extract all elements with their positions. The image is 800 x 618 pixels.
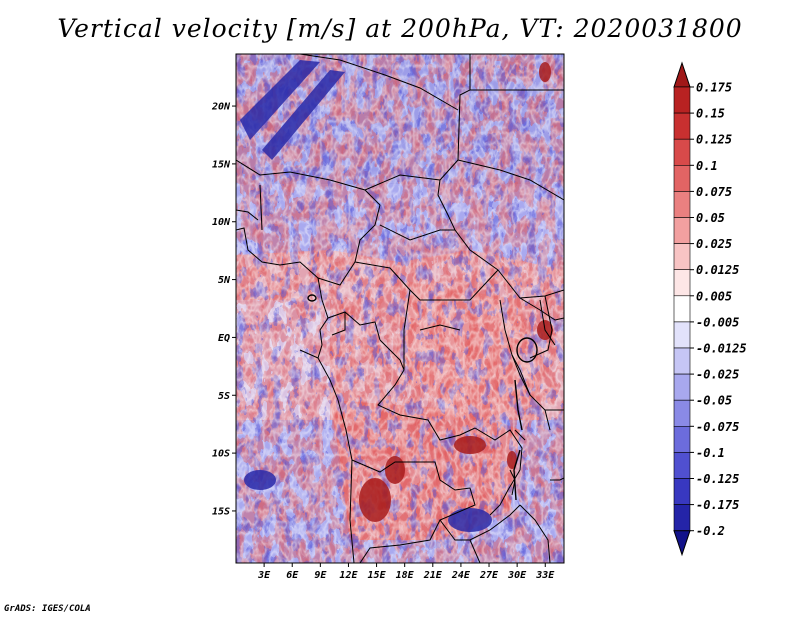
colorbar-swatch xyxy=(673,165,691,192)
colorbar-label: -0.125 xyxy=(696,472,739,486)
colorbar-label: -0.05 xyxy=(696,394,732,408)
lon-tick-label: 6E xyxy=(286,570,299,581)
colorbar-swatch xyxy=(673,243,691,271)
colorbar-swatch xyxy=(673,478,691,505)
grads-credit: GrADS: IGES/COLA xyxy=(4,604,91,614)
lon-tick-label: 9E xyxy=(314,570,327,581)
country-borders xyxy=(236,54,564,563)
colorbar-swatch xyxy=(673,269,691,297)
colorbar-swatch xyxy=(673,112,691,140)
colorbar-label: 0.05 xyxy=(696,211,725,225)
colorbar-label: -0.175 xyxy=(696,498,739,512)
colorbar-label: 0.125 xyxy=(696,133,732,147)
lon-tick-label: 15E xyxy=(368,570,387,581)
colorbar-label: 0.15 xyxy=(696,107,725,121)
colorbar-bottom-triangle xyxy=(673,530,691,557)
lat-tick-label: 5N xyxy=(218,275,231,286)
lon-tick-label: 33E xyxy=(535,570,555,581)
colorbar-swatch xyxy=(673,217,691,244)
colorbar-swatch xyxy=(673,295,691,323)
colorbar-label: -0.2 xyxy=(696,524,725,538)
colorbar-swatch xyxy=(673,347,691,375)
lon-tick-label: 24E xyxy=(451,570,471,581)
colorbar-swatch xyxy=(673,452,691,479)
lat-tick-label: 5S xyxy=(218,391,230,402)
colorbar-swatch xyxy=(673,373,691,401)
colorbar-label: -0.005 xyxy=(696,315,739,329)
colorbar-swatch xyxy=(673,138,691,166)
lon-tick-label: 30E xyxy=(507,570,527,581)
map-title: Vertical velocity [m/s] at 200hPa, VT: 2… xyxy=(57,14,743,43)
colorbar-label: 0.175 xyxy=(696,81,732,95)
colorbar-label: 0.0125 xyxy=(696,263,739,277)
colorbar-label: -0.075 xyxy=(696,420,739,434)
longitude-axis: 3E 6E 9E 12E 15E 18E 21E 24E 27E 30E 33E xyxy=(257,563,555,581)
lon-tick-label: 21E xyxy=(423,570,443,581)
colorbar: 0.175 0.15 0.125 0.1 0.075 0.05 0.025 0.0125 0.0… xyxy=(673,61,747,557)
lat-tick-label: 15N xyxy=(212,159,231,170)
lon-tick-label: 18E xyxy=(396,570,415,581)
map-figure: 20N 15N 10N 5N EQ 5S 10S 15S 3E 6E 9E 12E 15E 18E 21E… xyxy=(211,53,747,581)
lat-tick-label: 10S xyxy=(212,449,230,460)
lon-tick-label: 12E xyxy=(339,570,358,581)
lat-tick-label: 20N xyxy=(211,102,231,113)
colorbar-swatch xyxy=(673,504,691,532)
colorbar-label: -0.1 xyxy=(696,446,725,460)
velocity-field xyxy=(236,54,564,563)
colorbar-swatch xyxy=(673,86,691,114)
colorbar-label: 0.005 xyxy=(696,289,732,303)
colorbar-swatch xyxy=(673,191,691,218)
lon-tick-label: 3E xyxy=(257,570,271,581)
colorbar-swatch xyxy=(673,399,691,427)
lon-tick-label: 27E xyxy=(479,570,499,581)
lat-tick-label: 10N xyxy=(212,217,231,228)
colorbar-top-triangle xyxy=(673,61,691,88)
latitude-axis: 20N 15N 10N 5N EQ 5S 10S 15S xyxy=(211,102,236,517)
map-frame xyxy=(235,53,565,564)
colorbar-swatch xyxy=(673,425,691,453)
colorbar-label: 0.075 xyxy=(696,185,732,199)
colorbar-label: -0.0125 xyxy=(696,342,747,356)
colorbar-label: -0.025 xyxy=(696,368,739,382)
colorbar-label: 0.1 xyxy=(696,159,718,173)
colorbar-label: 0.025 xyxy=(696,237,732,251)
colorbar-swatch xyxy=(673,321,691,349)
lat-tick-label: 15S xyxy=(212,506,230,517)
lat-tick-label: EQ xyxy=(218,333,230,344)
